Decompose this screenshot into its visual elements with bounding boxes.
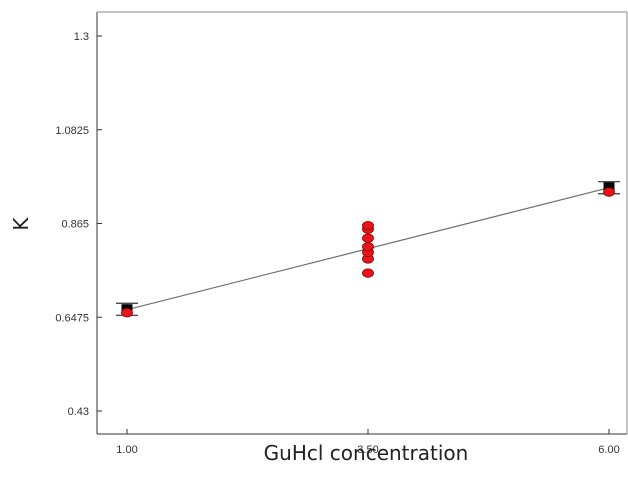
tick-labels: 0.43 0.6475 0.865 1.0825 1.3 1.00 3.50 6.00 — [55, 31, 619, 456]
data-point — [362, 220, 374, 231]
y-tick-label: 0.43 — [68, 406, 89, 418]
y-tick-label: 0.6475 — [55, 312, 89, 324]
data-point — [603, 187, 615, 197]
y-tick-label: 1.0825 — [55, 125, 89, 137]
y-tick-label: 0.865 — [61, 219, 89, 231]
x-axis-title: GuHcl concentration — [264, 441, 469, 465]
data-point — [362, 268, 374, 278]
data-points — [121, 187, 615, 318]
design-point-marker — [603, 182, 615, 192]
data-point — [362, 233, 374, 243]
axes — [96, 11, 628, 435]
y-axis-title: K — [9, 217, 33, 231]
x-tick-label: 3.50 — [357, 444, 378, 456]
data-point — [362, 242, 374, 252]
data-point — [121, 308, 133, 318]
y-tick-label: 1.3 — [74, 31, 89, 43]
x-tick-label: 6.00 — [598, 444, 619, 456]
x-tick-label: 1.00 — [116, 444, 137, 456]
